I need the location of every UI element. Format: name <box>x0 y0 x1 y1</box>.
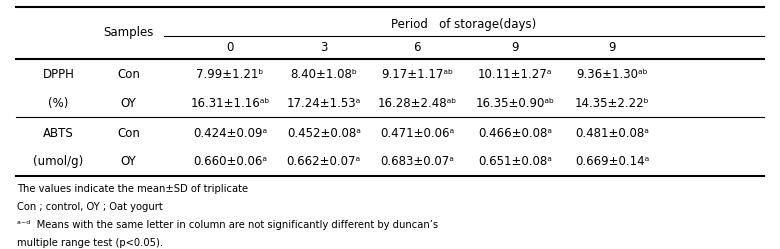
Text: OY: OY <box>121 97 136 110</box>
Text: 16.28±2.48ᵃᵇ: 16.28±2.48ᵃᵇ <box>378 97 457 110</box>
Text: 7.99±1.21ᵇ: 7.99±1.21ᵇ <box>197 68 264 81</box>
Text: 0: 0 <box>226 41 234 54</box>
Text: Con ; control, OY ; Oat yogurt: Con ; control, OY ; Oat yogurt <box>17 202 163 212</box>
Text: 8.40±1.08ᵇ: 8.40±1.08ᵇ <box>290 68 357 81</box>
Text: 9: 9 <box>608 41 616 54</box>
Text: 9.36±1.30ᵃᵇ: 9.36±1.30ᵃᵇ <box>576 68 648 81</box>
Text: 16.35±0.90ᵃᵇ: 16.35±0.90ᵃᵇ <box>475 97 555 110</box>
Text: 0.669±0.14ᵃ: 0.669±0.14ᵃ <box>575 155 650 168</box>
Text: 10.11±1.27ᵃ: 10.11±1.27ᵃ <box>477 68 552 81</box>
Text: 0.424±0.09ᵃ: 0.424±0.09ᵃ <box>193 127 268 140</box>
Text: OY: OY <box>121 155 136 168</box>
Text: Con: Con <box>117 68 140 81</box>
Text: 16.31±1.16ᵃᵇ: 16.31±1.16ᵃᵇ <box>190 97 270 110</box>
Text: 9.17±1.17ᵃᵇ: 9.17±1.17ᵃᵇ <box>381 68 453 81</box>
Text: 17.24±1.53ᵃ: 17.24±1.53ᵃ <box>286 97 361 110</box>
Text: Period   of storage(days): Period of storage(days) <box>392 18 537 31</box>
Text: multiple range test (p<0.05).: multiple range test (p<0.05). <box>17 238 163 248</box>
Text: The values indicate the mean±SD of triplicate: The values indicate the mean±SD of tripl… <box>17 184 248 194</box>
Text: 6: 6 <box>413 41 421 54</box>
Text: 0.481±0.08ᵃ: 0.481±0.08ᵃ <box>576 127 649 140</box>
Text: ABTS: ABTS <box>43 127 74 140</box>
Text: 0.466±0.08ᵃ: 0.466±0.08ᵃ <box>478 127 551 140</box>
Text: 0.660±0.06ᵃ: 0.660±0.06ᵃ <box>193 155 267 168</box>
Text: 0.651±0.08ᵃ: 0.651±0.08ᵃ <box>478 155 551 168</box>
Text: Samples: Samples <box>104 26 154 40</box>
Text: (%): (%) <box>48 97 69 110</box>
Text: ᵃ⁻ᵈ  Means with the same letter in column are not significantly different by dun: ᵃ⁻ᵈ Means with the same letter in column… <box>17 220 438 230</box>
Text: 0.452±0.08ᵃ: 0.452±0.08ᵃ <box>287 127 360 140</box>
Text: Con: Con <box>117 127 140 140</box>
Text: (umol/g): (umol/g) <box>34 155 83 168</box>
Text: 14.35±2.22ᵇ: 14.35±2.22ᵇ <box>575 97 650 110</box>
Text: 9: 9 <box>511 41 519 54</box>
Text: 0.662±0.07ᵃ: 0.662±0.07ᵃ <box>286 155 361 168</box>
Text: 0.683±0.07ᵃ: 0.683±0.07ᵃ <box>381 155 454 168</box>
Text: DPPH: DPPH <box>43 68 74 81</box>
Text: 0.471±0.06ᵃ: 0.471±0.06ᵃ <box>380 127 455 140</box>
Text: 3: 3 <box>320 41 328 54</box>
